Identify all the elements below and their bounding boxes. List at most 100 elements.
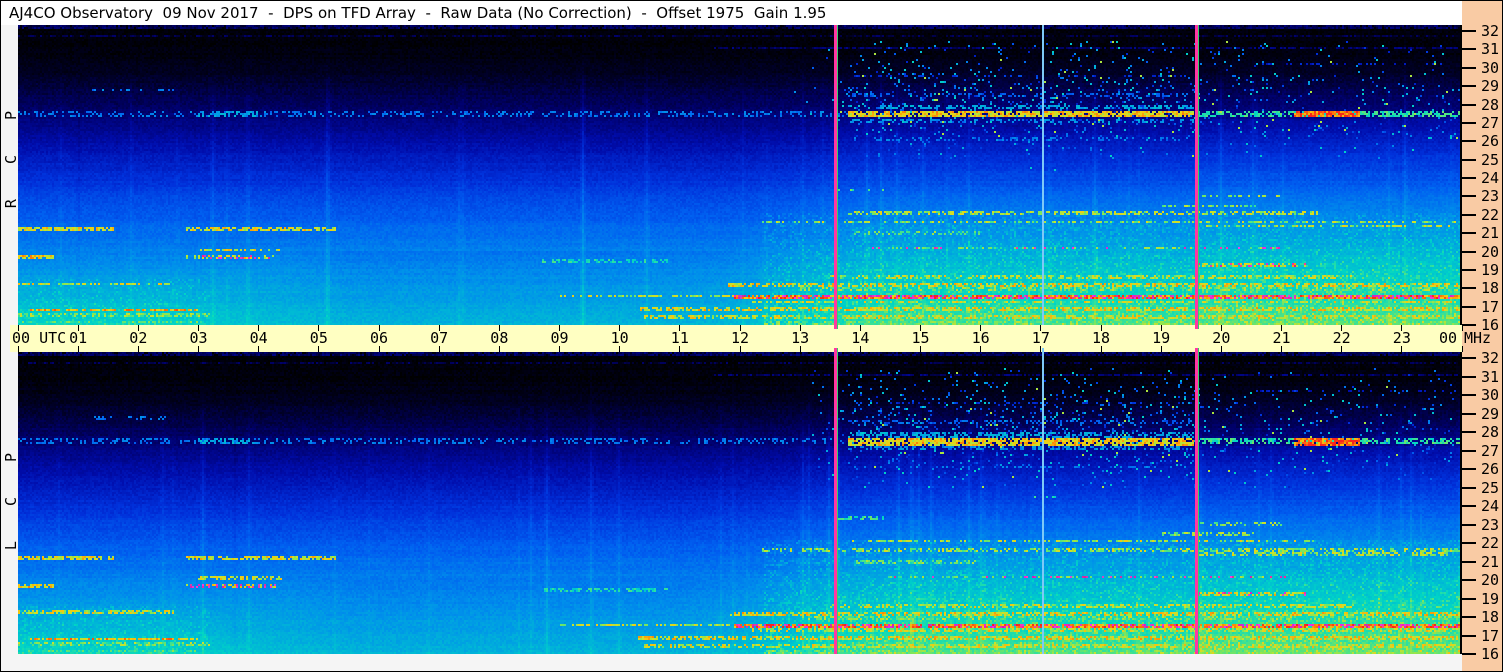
- freq-label: 31: [1481, 367, 1500, 386]
- freq-label: 31: [1481, 40, 1500, 59]
- freq-tick: [1462, 634, 1476, 637]
- marker-notch: [1195, 348, 1198, 352]
- freq-label: 30: [1481, 386, 1500, 404]
- freq-label: 18: [1481, 279, 1500, 298]
- hour-tick: [258, 346, 260, 352]
- freq-tick: [1462, 560, 1476, 563]
- hour-tick: [679, 325, 681, 331]
- hour-tick: [258, 325, 260, 331]
- page-title: AJ4CO Observatory 09 Nov 2017 - DPS on T…: [9, 4, 827, 22]
- freq-tick: [1462, 412, 1476, 415]
- freq-label: 32: [1481, 22, 1500, 40]
- freq-tick: [1462, 305, 1476, 308]
- freq-label: 30: [1481, 58, 1500, 77]
- hour-label: 00: [1438, 329, 1458, 347]
- freq-tick: [1462, 158, 1476, 161]
- freq-label: 27: [1481, 441, 1500, 460]
- hour-tick: [799, 325, 801, 331]
- hour-tick: [318, 325, 320, 331]
- hour-tick: [559, 346, 560, 352]
- hour-label: 19: [1152, 329, 1171, 347]
- freq-tick: [1462, 357, 1476, 359]
- freq-label: 21: [1481, 552, 1500, 571]
- freq-axis-line: [1460, 25, 1462, 325]
- hour-label: 15: [911, 329, 930, 347]
- lcp-polarization-label: L C P: [2, 439, 20, 551]
- marker-notch: [837, 325, 838, 329]
- hour-tick: [198, 325, 199, 331]
- freq-tick: [1462, 287, 1476, 290]
- freq-label: 26: [1481, 132, 1500, 151]
- freq-tick: [1462, 140, 1476, 143]
- freq-tick: [1462, 486, 1476, 489]
- hour-tick: [318, 346, 320, 352]
- hour-tick: [1461, 346, 1463, 352]
- freq-tick: [1462, 121, 1476, 124]
- freq-label: 24: [1481, 497, 1500, 515]
- hour-label: 17: [1031, 329, 1050, 347]
- freq-label: 20: [1481, 571, 1500, 589]
- freq-label: 21: [1481, 224, 1500, 243]
- hour-label: 14: [851, 329, 870, 347]
- freq-axis-unit-label: MHz: [1464, 329, 1492, 347]
- time-axis-first-label: 00 UTC: [12, 329, 67, 347]
- hour-tick: [498, 346, 500, 352]
- hour-tick: [920, 325, 921, 331]
- freq-tick: [1462, 394, 1476, 396]
- freq-tick: [1462, 85, 1476, 88]
- hour-label: 06: [369, 329, 389, 347]
- rcp-spectrogram-panel: [18, 25, 1462, 325]
- freq-tick: [1462, 48, 1476, 51]
- freq-label: 29: [1481, 404, 1500, 423]
- freq-tick: [1462, 195, 1476, 198]
- hour-tick: [980, 325, 982, 331]
- freq-tick: [1462, 66, 1476, 69]
- hour-tick: [1281, 325, 1282, 331]
- freq-tick: [1462, 324, 1476, 326]
- freq-axis-line: [1460, 352, 1462, 654]
- hour-label: 07: [430, 329, 449, 347]
- hour-tick: [1040, 325, 1042, 331]
- hour-tick: [859, 346, 861, 352]
- freq-label: 17: [1481, 626, 1500, 645]
- hour-tick: [137, 346, 139, 352]
- freq-tick: [1462, 505, 1476, 507]
- hour-tick: [1341, 346, 1343, 352]
- hour-label: 01: [69, 329, 88, 347]
- hour-tick: [619, 325, 621, 331]
- hour-tick: [1401, 325, 1403, 331]
- hour-tick: [17, 346, 19, 352]
- freq-tick: [1462, 268, 1476, 271]
- hour-label: 20: [1212, 329, 1231, 347]
- hour-tick: [17, 325, 19, 331]
- marker-notch: [1042, 348, 1044, 352]
- hour-label: 08: [490, 329, 509, 347]
- hour-label: 09: [550, 329, 569, 347]
- hour-tick: [1100, 325, 1102, 331]
- hour-label: 18: [1091, 329, 1111, 347]
- title-bar: AJ4CO Observatory 09 Nov 2017 - DPS on T…: [1, 1, 1462, 25]
- marker-notch: [1198, 348, 1199, 352]
- hour-label: 12: [730, 329, 750, 347]
- freq-tick: [1462, 449, 1476, 452]
- hour-tick: [378, 325, 380, 331]
- lcp-spectrogram-panel: [18, 352, 1462, 654]
- hour-tick: [1100, 346, 1102, 352]
- freq-tick: [1462, 30, 1476, 32]
- freq-label: 29: [1481, 77, 1500, 96]
- freq-label: 25: [1481, 478, 1500, 497]
- freq-tick: [1462, 653, 1476, 655]
- freq-tick: [1462, 597, 1476, 600]
- hour-tick: [859, 325, 861, 331]
- rcp-polarization-label: R C P: [2, 97, 20, 209]
- hour-tick: [137, 325, 139, 331]
- hour-tick: [739, 346, 741, 352]
- hour-label: 16: [971, 329, 990, 347]
- hour-label: 04: [249, 329, 268, 347]
- hour-tick: [679, 346, 681, 352]
- freq-label: 19: [1481, 260, 1500, 279]
- hour-tick: [378, 346, 380, 352]
- hour-tick: [438, 346, 440, 352]
- hour-tick: [1220, 325, 1222, 331]
